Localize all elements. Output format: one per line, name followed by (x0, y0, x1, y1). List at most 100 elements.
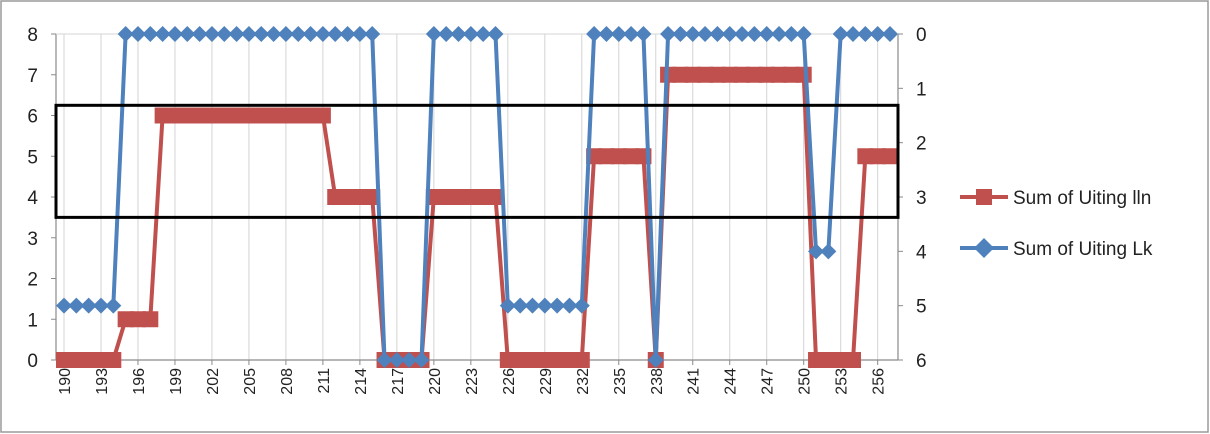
series-point-lln (240, 107, 257, 124)
y-right-tick-label: 1 (916, 79, 927, 100)
series-point-lk (302, 26, 319, 42)
series-point-lk (672, 26, 689, 42)
series-point-lk (820, 243, 837, 260)
series-layer (56, 26, 898, 368)
x-tick-label: 244 (723, 368, 740, 395)
y-right-tick-label: 2 (916, 134, 927, 155)
series-point-lk (499, 297, 516, 314)
series-point-lln (80, 352, 97, 368)
series-point-lk (845, 26, 862, 42)
series-point-lk (376, 352, 393, 368)
series-point-lln (339, 189, 356, 205)
x-tick-label: 208 (279, 368, 296, 395)
series-point-lln (808, 352, 825, 368)
legend-layer: Sum of Uiting lln Sum of Uiting Lk (960, 188, 1153, 260)
series-point-lk (758, 26, 775, 42)
series-point-lk (425, 26, 442, 42)
series-point-lk (512, 297, 529, 314)
series-point-lln (228, 107, 245, 124)
y-right-tick-label: 3 (916, 188, 927, 209)
series-point-lln (746, 66, 763, 83)
series-point-lk (228, 26, 245, 42)
series-point-lln (697, 66, 714, 83)
x-tick-label: 211 (316, 368, 333, 394)
series-point-lk (339, 26, 356, 42)
series-point-lk (388, 352, 405, 368)
series-point-lk (327, 26, 344, 42)
series-point-lln (475, 189, 492, 205)
series-point-lln (129, 311, 146, 328)
series-point-lk (191, 26, 208, 42)
series-point-lk (771, 26, 788, 42)
highlight-box (54, 103, 900, 219)
series-point-lk (240, 26, 257, 42)
series-point-lk (598, 26, 615, 42)
series-point-lln (290, 107, 307, 124)
x-tick-label: 217 (390, 368, 407, 395)
series-point-lk (80, 297, 97, 314)
y-left-tick-label: 0 (27, 351, 38, 372)
series-point-lln (487, 189, 504, 205)
x-tick-label: 226 (501, 368, 518, 395)
series-point-lk (290, 26, 307, 42)
series-point-lln (68, 352, 85, 368)
series-point-lk (462, 26, 479, 42)
series-point-lk (549, 297, 566, 314)
series-point-lln (882, 148, 898, 165)
legend-marker-lln (976, 189, 992, 205)
series-point-lk (487, 26, 504, 42)
x-tick-label: 193 (94, 368, 111, 395)
x-tick-label: 247 (760, 368, 777, 395)
series-point-lln (783, 66, 800, 83)
series-point-lln (462, 189, 479, 205)
series-point-lk (413, 352, 430, 368)
series-point-lln (721, 66, 738, 83)
series-point-lln (499, 352, 516, 368)
series-point-lk (265, 26, 282, 42)
series-point-lk (56, 297, 72, 314)
series-point-lln (573, 352, 590, 368)
series-point-lk (142, 26, 159, 42)
series-point-lk (647, 352, 664, 368)
x-tick-label: 250 (797, 368, 814, 395)
legend-item-lln: Sum of Uiting lln (960, 188, 1151, 209)
series-point-lln (351, 189, 368, 205)
series-point-lk (783, 26, 800, 42)
series-point-lk (68, 297, 85, 314)
series-point-lln (253, 107, 270, 124)
legend-label-lln: Sum of Uiting lln (1013, 188, 1151, 209)
series-point-lln (536, 352, 553, 368)
series-point-lln (512, 352, 529, 368)
x-tick-label: 199 (168, 368, 185, 395)
series-point-lk (808, 243, 825, 260)
series-point-lln (302, 107, 319, 124)
series-point-lk (475, 26, 492, 42)
series-point-lk (795, 26, 812, 42)
series-point-lln (598, 148, 615, 165)
series-point-lk (573, 297, 590, 314)
series-point-lk (92, 297, 109, 314)
series-point-lln (857, 148, 874, 165)
series-point-lk (832, 26, 849, 42)
series-point-lk (882, 26, 898, 42)
legend-item-lk: Sum of Uiting Lk (960, 238, 1153, 260)
series-point-lln (438, 189, 455, 205)
series-point-lln (709, 66, 726, 83)
series-point-lk (438, 26, 455, 42)
series-point-lln (845, 352, 862, 368)
series-point-lk (401, 352, 418, 368)
series-point-lln (549, 352, 566, 368)
series-point-lk (536, 297, 553, 314)
y-left-tick-label: 8 (27, 25, 38, 46)
y-left-tick-label: 2 (27, 270, 38, 291)
series-point-lln (179, 107, 196, 124)
series-point-lk (277, 26, 294, 42)
series-point-lln (610, 148, 627, 165)
y-left-tick-label: 5 (27, 147, 38, 168)
series-point-lln (820, 352, 837, 368)
series-point-lk (351, 26, 368, 42)
series-point-lln (92, 352, 109, 368)
x-tick-label: 241 (686, 368, 703, 395)
